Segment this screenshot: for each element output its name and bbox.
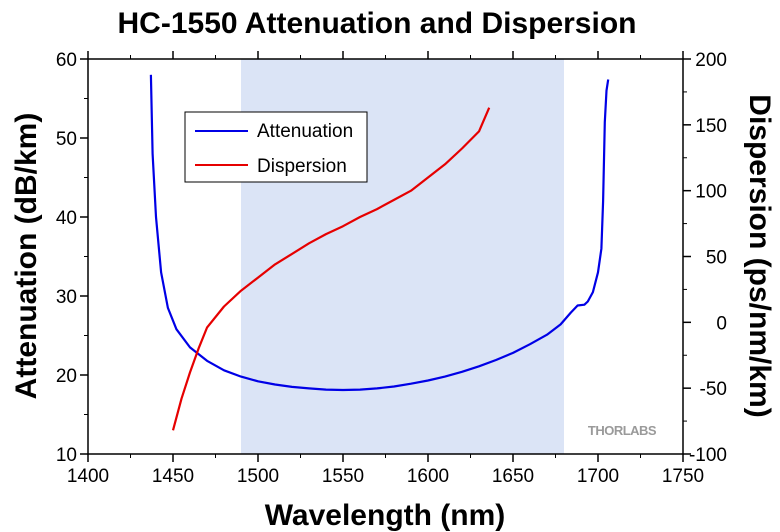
legend: Attenuation Dispersion (184, 111, 368, 183)
y-tick-label: 60 (56, 50, 77, 71)
chart-title: HC-1550 Attenuation and Dispersion (118, 7, 637, 40)
y2-tick-label: 50 (706, 248, 727, 269)
legend-box (184, 111, 368, 183)
x-tick-label: 1500 (237, 466, 279, 487)
series-line-dispersion (171, 107, 491, 431)
y-tick-label: 40 (56, 208, 77, 229)
thorlabs-watermark: THORLABS (588, 423, 657, 438)
series-layer (149, 74, 610, 431)
y2-tick-label: 0 (716, 313, 727, 334)
x-tick-label: 1450 (152, 466, 194, 487)
x-tick-label: 1750 (662, 466, 704, 487)
axis-ticks: 1400 1450 1500 1550 1600 1650 1700 175010203040… (56, 50, 727, 487)
y2-tick-label: 100 (695, 182, 727, 203)
y-tick-label: 10 (56, 445, 77, 466)
y-tick-label: 20 (56, 366, 77, 387)
x-tick-label: 1600 (407, 466, 449, 487)
plot-frame (87, 58, 684, 455)
y2-tick-label: -50 (700, 379, 727, 400)
y2-axis-label: Dispersion (ps/nm/km) (743, 94, 776, 417)
y-axis-label: Attenuation (dB/km) (10, 113, 43, 400)
series-line-attenuation (149, 74, 610, 392)
x-tick-label: 1650 (492, 466, 534, 487)
x-tick-label: 1550 (322, 466, 364, 487)
y-tick-label: 50 (56, 129, 77, 150)
x-tick-label: 1700 (577, 466, 619, 487)
y2-tick-label: 150 (695, 116, 727, 137)
y2-tick-label: -100 (689, 445, 727, 466)
x-tick-label: 1400 (67, 466, 109, 487)
legend-label-attenuation: Attenuation (257, 121, 353, 142)
y2-tick-label: 200 (695, 50, 727, 71)
y-tick-label: 30 (56, 287, 77, 308)
x-axis-label: Wavelength (nm) (265, 499, 506, 532)
legend-label-dispersion: Dispersion (257, 156, 347, 177)
